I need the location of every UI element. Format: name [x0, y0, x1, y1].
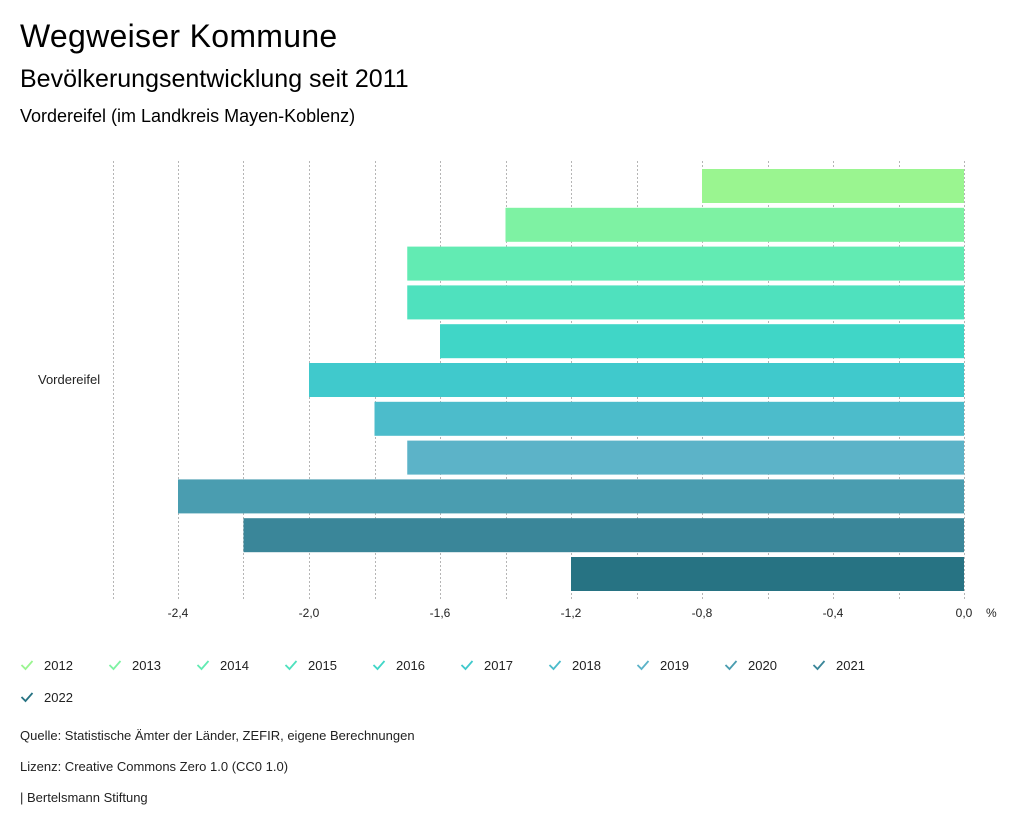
checkmark-icon: [636, 660, 650, 671]
chart-subtitle: Bevölkerungsentwicklung seit 2011: [20, 65, 409, 93]
legend-item-2015[interactable]: 2015: [284, 656, 372, 674]
checkmark-icon: [548, 660, 562, 671]
source-note: Quelle: Statistische Ämter der Länder, Z…: [20, 728, 415, 743]
checkmark-icon: [20, 660, 34, 671]
x-tick-label: -2,4: [168, 606, 189, 620]
x-tick-label: -1,6: [430, 606, 451, 620]
bar-2017: [309, 363, 964, 397]
checkmark-icon: [372, 660, 386, 671]
legend-label: 2015: [308, 657, 337, 673]
legend-label: 2017: [484, 657, 513, 673]
legend-label: 2016: [396, 657, 425, 673]
bar-2013: [505, 207, 964, 242]
bar-2020: [178, 479, 964, 514]
y-axis: Vordereifel: [38, 372, 100, 387]
legend: 2012 2013 2014 2015 2016 2017 2018 2019 2020 2021…: [20, 656, 900, 706]
legend-label: 2014: [220, 657, 249, 673]
publisher-note: | Bertelsmann Stiftung: [20, 790, 148, 805]
category-label: Vordereifel: [38, 372, 100, 387]
x-tick-label: -0,4: [823, 606, 844, 620]
legend-item-2012[interactable]: 2012: [20, 656, 108, 674]
legend-item-2016[interactable]: 2016: [372, 656, 460, 674]
legend-item-2018[interactable]: 2018: [548, 656, 636, 674]
bar-2016: [440, 324, 964, 359]
legend-label: 2021: [836, 657, 865, 673]
legend-label: 2018: [572, 657, 601, 673]
license-note: Lizenz: Creative Commons Zero 1.0 (CC0 1…: [20, 759, 289, 774]
bar-2015: [407, 285, 964, 320]
x-axis: -2,4 -2,0 -1,6 -1,2 -0,8 -0,4 0,0%: [168, 606, 997, 620]
checkmark-icon: [196, 660, 210, 671]
region-label: Vordereifel (im Landkreis Mayen-Koblenz): [20, 106, 356, 126]
x-tick-label: -1,2: [561, 606, 582, 620]
bar-group: [178, 169, 964, 591]
legend-label: 2019: [660, 657, 689, 673]
x-tick-label: -0,8: [692, 606, 713, 620]
legend-item-2019[interactable]: 2019: [636, 656, 724, 674]
x-tick-label: 0,0: [956, 606, 973, 620]
x-tick-label: -2,0: [299, 606, 320, 620]
checkmark-icon: [108, 660, 122, 671]
bar-2012: [702, 169, 964, 203]
legend-item-2022[interactable]: 2022: [20, 688, 108, 706]
bar-chart: -2,4 -2,0 -1,6 -1,2 -0,8 -0,4 0,0% Vordereifel: [38, 161, 997, 620]
checkmark-icon: [284, 660, 298, 671]
legend-item-2020[interactable]: 2020: [724, 656, 812, 674]
bar-2018: [374, 401, 964, 436]
legend-item-2021[interactable]: 2021: [812, 656, 900, 674]
bar-2021: [243, 518, 964, 553]
bar-2019: [407, 440, 964, 475]
legend-item-2017[interactable]: 2017: [460, 656, 548, 674]
checkmark-icon: [460, 660, 474, 671]
checkmark-icon: [812, 660, 826, 671]
bar-2014: [407, 246, 964, 281]
legend-label: 2013: [132, 657, 161, 673]
checkmark-icon: [724, 660, 738, 671]
page-title: Wegweiser Kommune: [20, 18, 338, 54]
legend-item-2013[interactable]: 2013: [108, 656, 196, 674]
x-axis-unit: %: [986, 606, 997, 620]
legend-label: 2020: [748, 657, 777, 673]
legend-item-2014[interactable]: 2014: [196, 656, 284, 674]
checkmark-icon: [20, 692, 34, 703]
legend-label: 2012: [44, 657, 73, 673]
bar-2022: [571, 557, 964, 591]
legend-label: 2022: [44, 689, 73, 705]
